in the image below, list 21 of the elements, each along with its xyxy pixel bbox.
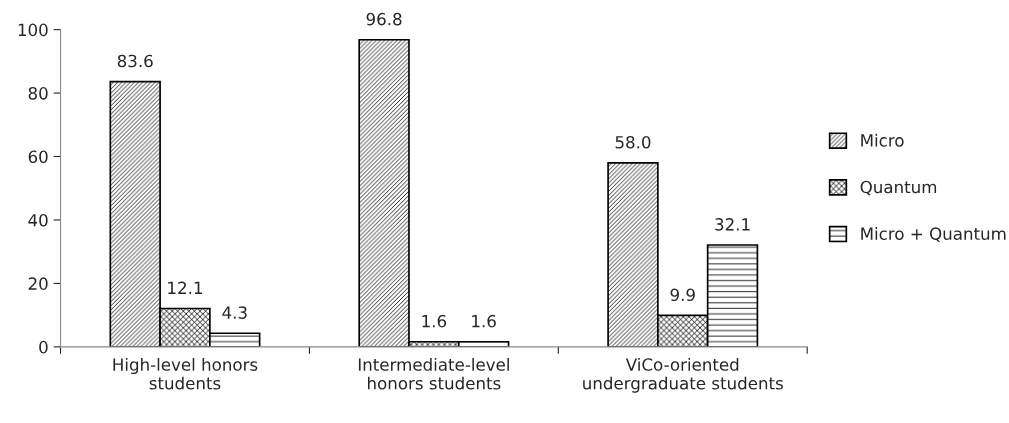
data-label: 96.8 <box>366 12 402 26</box>
data-label: 1.6 <box>422 314 447 328</box>
data-label: 83.6 <box>117 54 153 68</box>
data-label: 12.1 <box>168 281 202 294</box>
y-tick-label: 100 <box>18 23 48 37</box>
data-label: 58.0 <box>615 135 651 149</box>
y-tick-label: 60 <box>28 150 48 164</box>
y-tick-label: 20 <box>28 277 48 290</box>
data-label: 4.3 <box>222 306 247 319</box>
y-tick-label: 40 <box>28 213 48 227</box>
y-tick-label: 80 <box>28 87 48 100</box>
legend-label: Micro + Quantum <box>861 227 1006 242</box>
data-label: 1.6 <box>472 314 496 328</box>
x-tick-label: High-level honors students <box>113 357 258 390</box>
legend-label: Quantum <box>860 180 937 196</box>
x-tick-label: ViCo-oriented undergraduate students <box>583 357 783 393</box>
legend-label: Micro <box>861 133 904 147</box>
x-tick-label: Intermediate-level honors students <box>358 357 509 390</box>
y-tick-label: 0 <box>39 340 48 354</box>
data-label: 32.1 <box>715 218 750 231</box>
data-label: 9.9 <box>670 288 695 302</box>
